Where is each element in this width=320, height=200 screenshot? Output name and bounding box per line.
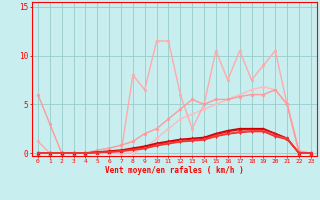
X-axis label: Vent moyen/en rafales ( km/h ): Vent moyen/en rafales ( km/h ) xyxy=(105,166,244,175)
